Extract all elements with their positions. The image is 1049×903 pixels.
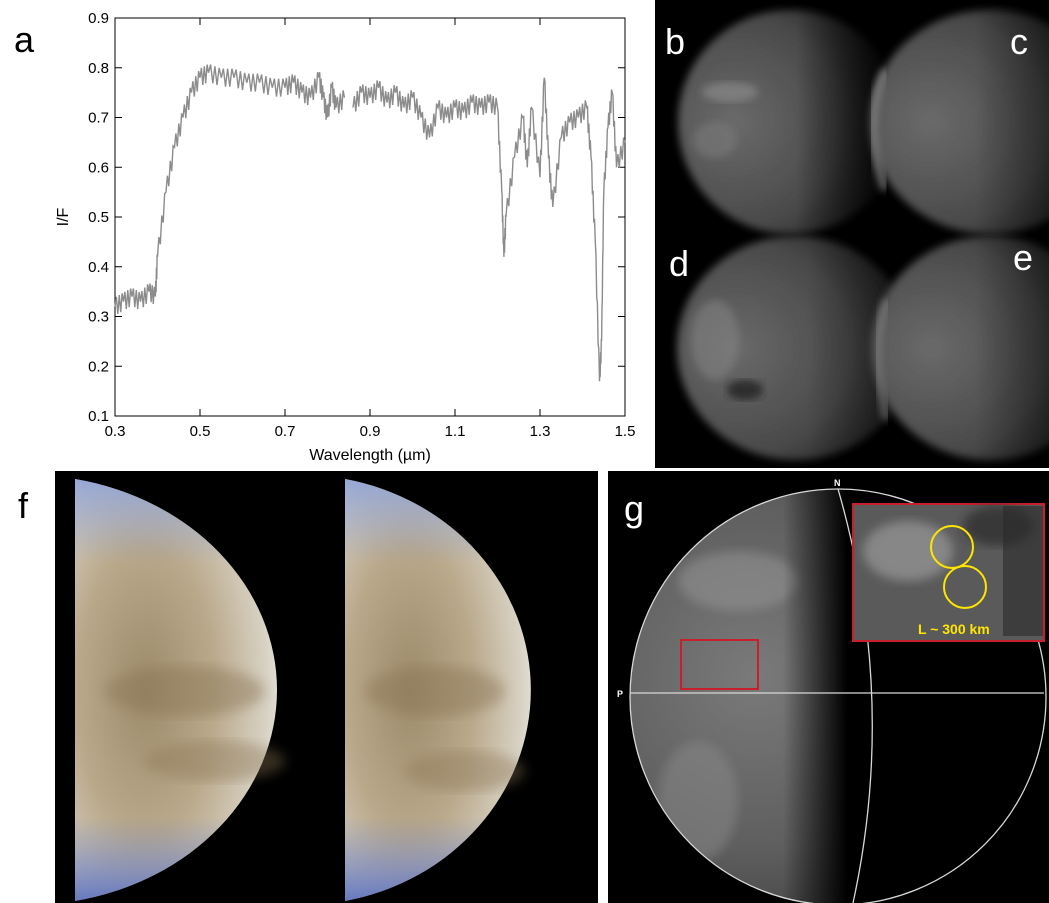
spectrum-line-segment-2 xyxy=(496,77,626,382)
panel-label-e: e xyxy=(1013,237,1034,278)
x-tick-label-0: 0.3 xyxy=(105,423,126,440)
x-tick-label-6: 1.5 xyxy=(615,423,636,440)
planet-d xyxy=(675,236,915,468)
panel-g-map: N P L ~ 300 km xyxy=(617,478,1047,903)
x-tick-label-2: 0.7 xyxy=(275,423,296,440)
zoom-inset: L ~ 300 km xyxy=(852,503,1045,642)
panel-f-planets xyxy=(75,479,531,901)
planet-e xyxy=(872,236,1049,468)
scale-label: L ~ 300 km xyxy=(918,621,990,637)
panel-label-c: c xyxy=(1010,21,1028,62)
y-tick-label-1: 0.2 xyxy=(88,358,109,375)
x-tick-label-4: 1.1 xyxy=(445,423,466,440)
y-tick-label-7: 0.8 xyxy=(88,60,109,77)
y-tick-label-0: 0.1 xyxy=(88,408,109,425)
region-box xyxy=(680,639,759,690)
plot-frame xyxy=(114,17,626,417)
x-tick-label-1: 0.5 xyxy=(190,423,211,440)
planet-b xyxy=(675,10,902,240)
panel-g-image: N P L ~ 300 km g xyxy=(608,471,1049,903)
y-tick-label-2: 0.3 xyxy=(88,309,109,326)
y-tick-label-8: 0.9 xyxy=(88,10,109,27)
y-tick-label-3: 0.4 xyxy=(88,259,109,276)
panel-label-g: g xyxy=(624,488,645,529)
feature-circle-1 xyxy=(930,525,974,569)
spectrum-line-segment-0 xyxy=(114,64,346,314)
north-marker: N xyxy=(834,478,841,488)
panel-label-f: f xyxy=(18,485,29,526)
panel-label-a: a xyxy=(14,19,35,60)
feature-circle-2 xyxy=(943,565,987,609)
y-axis-label: I/F xyxy=(55,207,72,226)
planet-f-right xyxy=(345,479,531,901)
y-tick-label-4: 0.5 xyxy=(88,209,109,226)
spectrum-chart: 0.3 0.5 0.7 0.9 1.1 1.3 1.5 0.1 0.2 0.3 0.4 0.5 0.6 0… xyxy=(55,10,636,464)
planet-c xyxy=(869,10,1049,240)
planet-f-left xyxy=(75,479,285,901)
y-tick-label-5: 0.6 xyxy=(88,159,109,176)
p-marker: P xyxy=(617,689,623,699)
x-axis-label: Wavelength (µm) xyxy=(309,447,431,464)
x-tick-label-3: 0.9 xyxy=(360,423,381,440)
spectrum-line-segment-1 xyxy=(352,80,499,140)
panel-label-d: d xyxy=(669,243,690,284)
panel-label-b: b xyxy=(665,21,686,62)
panel-bcde-image: b c d e xyxy=(655,0,1049,468)
x-tick-label-5: 1.3 xyxy=(530,423,551,440)
panel-f-image xyxy=(55,471,598,903)
panel-bcde-planets xyxy=(675,10,1049,468)
y-tick-label-6: 0.7 xyxy=(88,110,109,127)
